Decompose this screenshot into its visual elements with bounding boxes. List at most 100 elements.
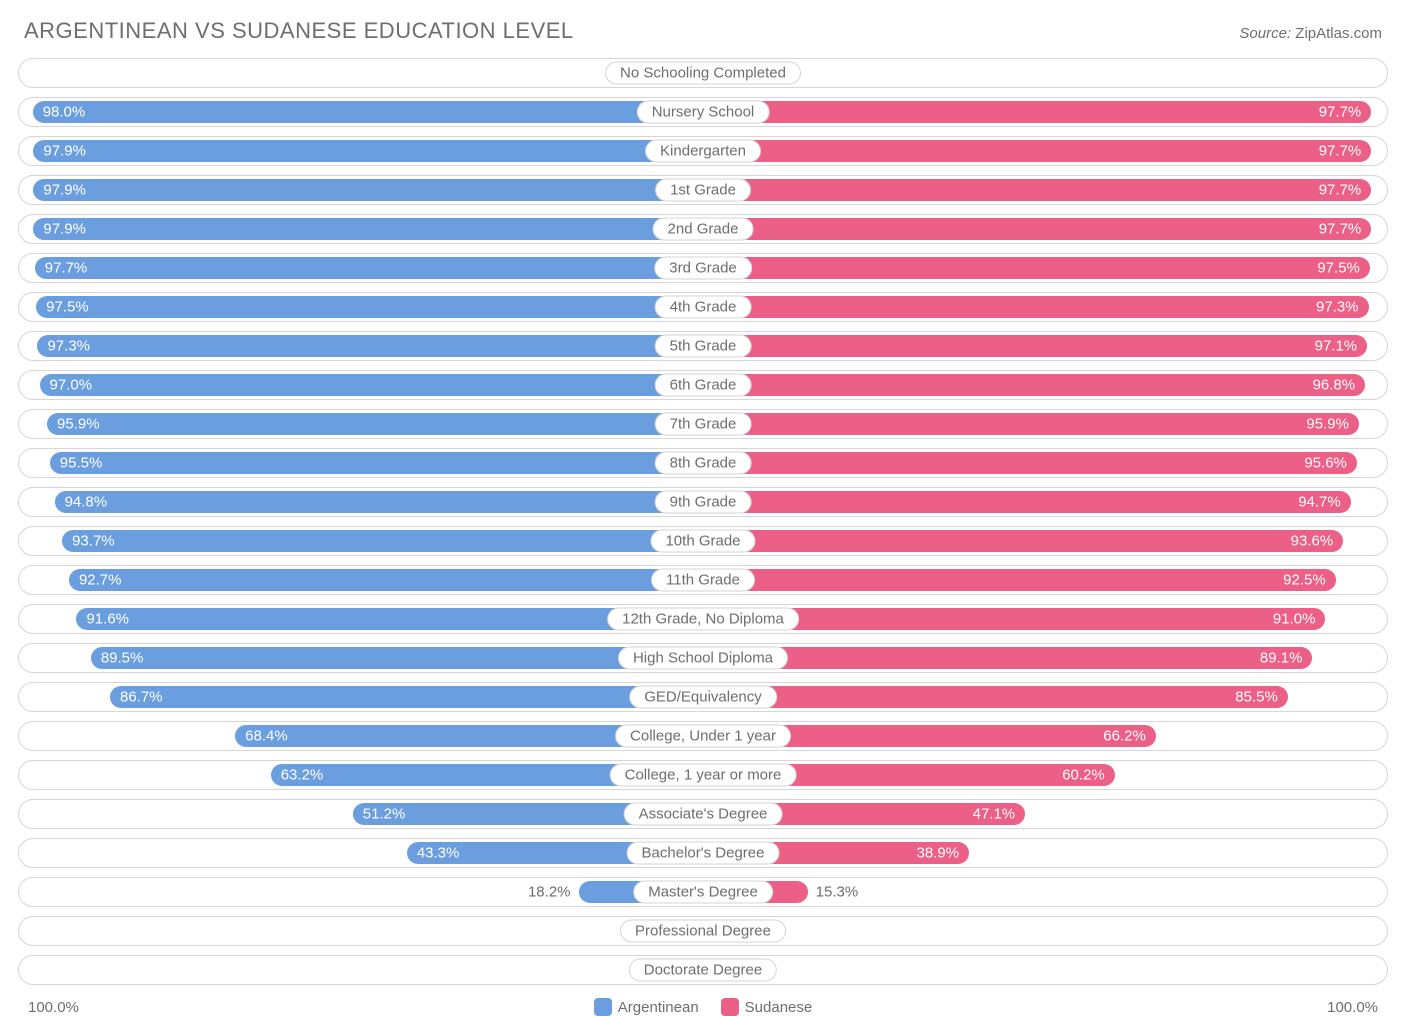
value-right: 97.3% — [1316, 299, 1359, 316]
value-left: 91.6% — [86, 611, 129, 628]
value-right: 89.1% — [1260, 650, 1303, 667]
value-right: 92.5% — [1283, 572, 1326, 589]
chart-row: 51.2%47.1%Associate's Degree — [18, 799, 1388, 829]
value-right: 94.7% — [1298, 494, 1341, 511]
category-label: 2nd Grade — [653, 218, 754, 241]
value-right: 60.2% — [1062, 767, 1105, 784]
chart-row: 89.5% 89.1% High School Diploma — [18, 643, 1388, 673]
legend-item-left: Argentinean — [594, 998, 699, 1016]
value-left: 18.2% — [528, 884, 571, 901]
category-label: 3rd Grade — [654, 257, 752, 280]
axis-max-left: 100.0% — [28, 999, 79, 1016]
bar-right: 95.6% — [703, 452, 1357, 474]
legend-label-right: Sudanese — [745, 999, 813, 1016]
chart-row: 95.9%95.9%7th Grade — [18, 409, 1388, 439]
value-right: 47.1% — [973, 806, 1016, 823]
bar-right: 97.1% — [703, 335, 1367, 357]
category-label: GED/Equivalency — [629, 686, 777, 709]
value-left: 89.5% — [101, 650, 144, 667]
value-left: 93.7% — [72, 533, 115, 550]
chart-row: 97.7% 97.5% 3rd Grade — [18, 253, 1388, 283]
chart-row: 2.3%2.1%Doctorate Degree — [18, 955, 1388, 985]
category-label: 5th Grade — [655, 335, 752, 358]
bar-left: 86.7% — [110, 686, 703, 708]
chart-row: 97.5%97.3%4th Grade — [18, 292, 1388, 322]
bar-right: 94.7% — [703, 491, 1351, 513]
chart-row: 93.7% 93.6% 10th Grade — [18, 526, 1388, 556]
chart-row: 95.5%95.6%8th Grade — [18, 448, 1388, 478]
bar-left: 97.5% — [36, 296, 703, 318]
bar-left: 97.9% — [33, 140, 703, 162]
category-label: College, 1 year or more — [610, 764, 797, 787]
chart-row: 97.9%97.7%1st Grade — [18, 175, 1388, 205]
bar-right: 96.8% — [703, 374, 1365, 396]
chart-row: 43.3% 38.9% Bachelor's Degree — [18, 838, 1388, 868]
category-label: Bachelor's Degree — [627, 842, 780, 865]
value-right: 85.5% — [1235, 689, 1278, 706]
bar-right: 97.5% — [703, 257, 1370, 279]
chart-row: 2.1%2.3%No Schooling Completed — [18, 58, 1388, 88]
bar-left: 97.9% — [33, 218, 703, 240]
category-label: Nursery School — [637, 101, 770, 124]
bar-right: 85.5% — [703, 686, 1288, 708]
category-label: Kindergarten — [645, 140, 761, 163]
value-right: 66.2% — [1103, 728, 1146, 745]
bar-right: 97.7% — [703, 101, 1371, 123]
category-label: 10th Grade — [650, 530, 755, 553]
category-label: Doctorate Degree — [629, 959, 777, 982]
chart-row: 98.0% 97.7%Nursery School — [18, 97, 1388, 127]
value-left: 94.8% — [65, 494, 108, 511]
legend: Argentinean Sudanese — [594, 998, 812, 1016]
source-label: Source: — [1239, 25, 1291, 42]
category-label: No Schooling Completed — [605, 62, 801, 85]
value-left: 98.0% — [43, 104, 86, 121]
value-right: 93.6% — [1291, 533, 1334, 550]
chart-row: 63.2%60.2%College, 1 year or more — [18, 760, 1388, 790]
value-right: 97.1% — [1315, 338, 1358, 355]
chart-row: 97.9% 97.7% 2nd Grade — [18, 214, 1388, 244]
value-right: 38.9% — [917, 845, 960, 862]
value-left: 68.4% — [245, 728, 288, 745]
legend-swatch-left — [594, 998, 612, 1016]
category-label: 9th Grade — [655, 491, 752, 514]
bar-right: 95.9% — [703, 413, 1359, 435]
chart-row: 91.6%91.0%12th Grade, No Diploma — [18, 604, 1388, 634]
bar-left: 95.9% — [47, 413, 703, 435]
value-right: 97.7% — [1319, 143, 1362, 160]
axis-max-right: 100.0% — [1327, 999, 1378, 1016]
bar-left: 98.0% — [33, 101, 703, 123]
bar-right: 89.1% — [703, 647, 1312, 669]
category-label: 8th Grade — [655, 452, 752, 475]
value-right: 96.8% — [1313, 377, 1356, 394]
bar-right: 93.6% — [703, 530, 1343, 552]
value-left: 97.0% — [50, 377, 93, 394]
value-left: 92.7% — [79, 572, 122, 589]
chart-source: Source: ZipAtlas.com — [1239, 25, 1382, 42]
value-right: 97.7% — [1319, 221, 1362, 238]
value-right: 97.5% — [1317, 260, 1360, 277]
diverging-bar-chart: 2.1%2.3%No Schooling Completed 98.0% 97.7%… — [18, 58, 1388, 985]
value-left: 97.9% — [43, 182, 86, 199]
category-label: College, Under 1 year — [615, 725, 791, 748]
bar-right: 92.5% — [703, 569, 1336, 591]
value-left: 43.3% — [417, 845, 460, 862]
chart-row: 68.4% 66.2% College, Under 1 year — [18, 721, 1388, 751]
chart-row: 86.7% 85.5% GED/Equivalency — [18, 682, 1388, 712]
chart-title: ARGENTINEAN VS SUDANESE EDUCATION LEVEL — [24, 18, 574, 44]
source-value: ZipAtlas.com — [1295, 25, 1382, 42]
chart-row: 94.8% 94.7% 9th Grade — [18, 487, 1388, 517]
chart-row: 97.0%96.8%6th Grade — [18, 370, 1388, 400]
chart-row: 97.3% 97.1% 5th Grade — [18, 331, 1388, 361]
value-left: 95.9% — [57, 416, 100, 433]
category-label: 7th Grade — [655, 413, 752, 436]
bar-right: 97.7% — [703, 179, 1371, 201]
chart-header: ARGENTINEAN VS SUDANESE EDUCATION LEVEL … — [18, 18, 1388, 44]
value-left: 97.9% — [43, 143, 86, 160]
value-left: 97.7% — [45, 260, 88, 277]
value-right: 97.7% — [1319, 182, 1362, 199]
bar-left: 89.5% — [91, 647, 703, 669]
category-label: High School Diploma — [618, 647, 788, 670]
bar-left: 97.3% — [37, 335, 703, 357]
value-right: 95.6% — [1304, 455, 1347, 472]
bar-left: 93.7% — [62, 530, 703, 552]
